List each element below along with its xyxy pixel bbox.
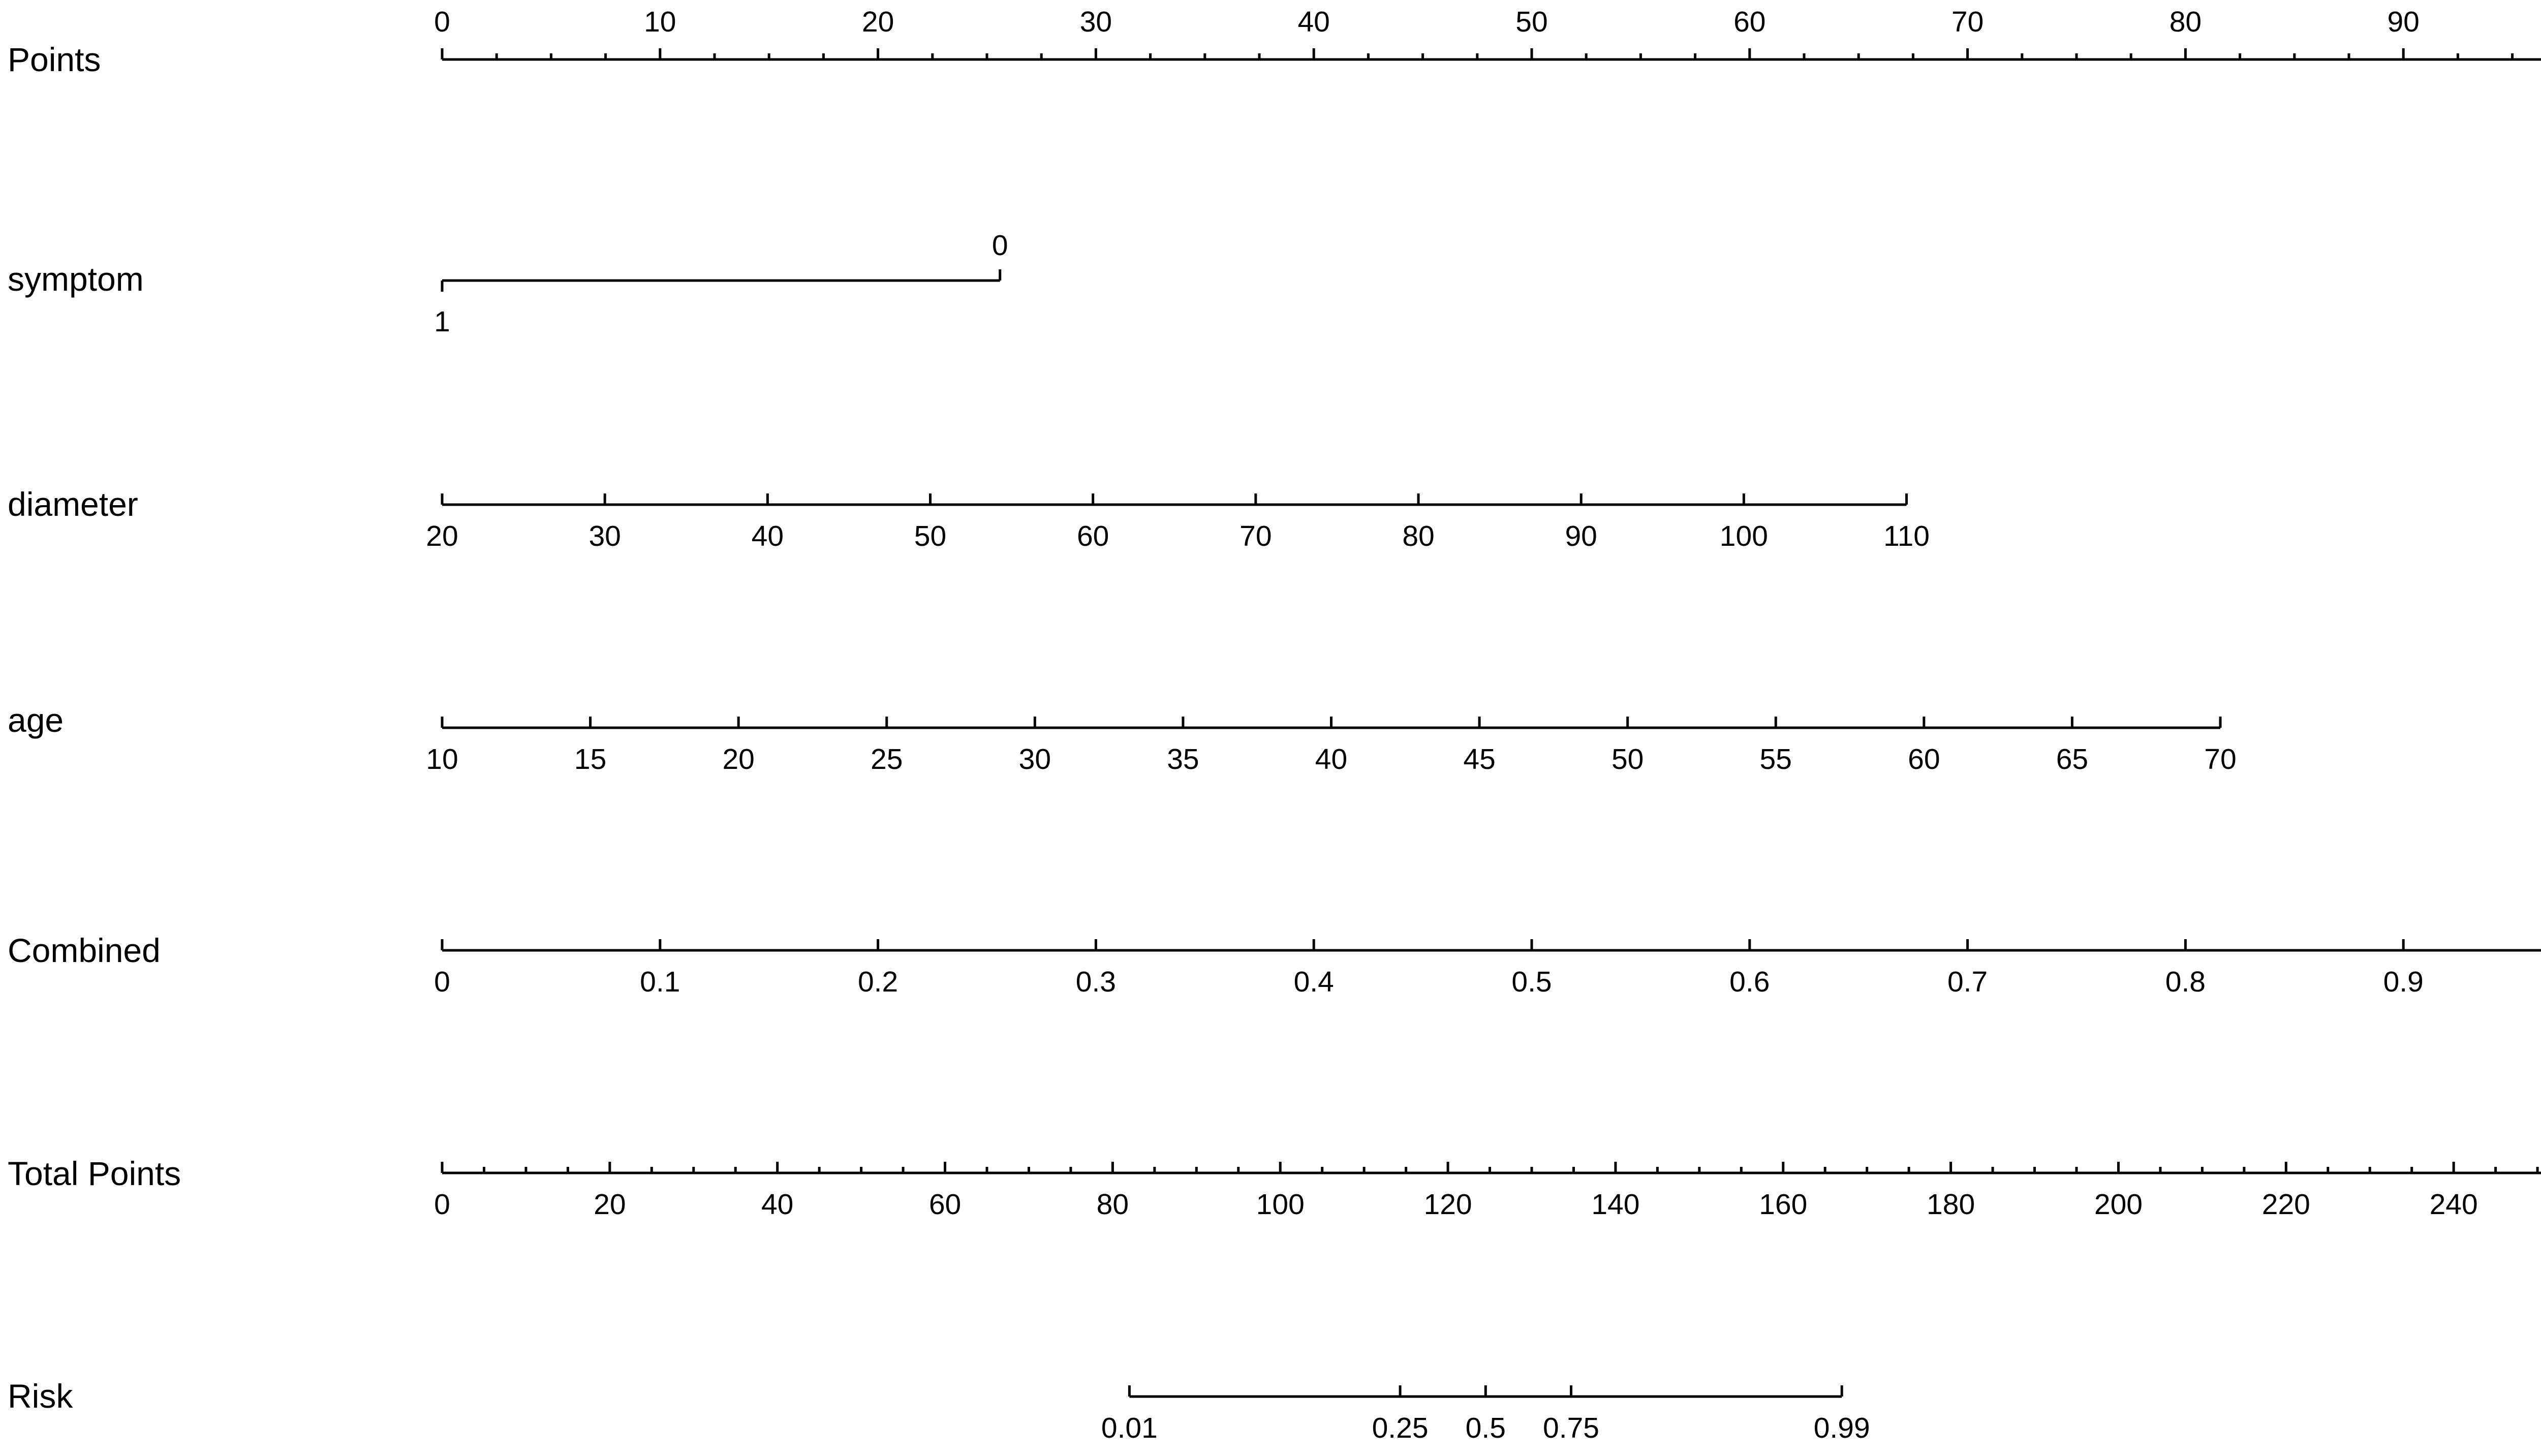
tick-label-points: 70 xyxy=(1951,6,1984,38)
tick-label-diameter: 50 xyxy=(914,520,946,552)
tick-label-total-points: 120 xyxy=(1424,1188,1472,1221)
tick-label-risk: 0.75 xyxy=(1543,1412,1599,1444)
tick-label-diameter: 30 xyxy=(588,520,621,552)
tick-label-age: 20 xyxy=(722,743,754,776)
tick-label-diameter: 70 xyxy=(1239,520,1272,552)
tick-label-combined: 0.4 xyxy=(1294,966,1334,998)
tick-label-diameter: 20 xyxy=(426,520,458,552)
tick-label-total-points: 0 xyxy=(434,1188,450,1221)
axes: 0102030405060708090100102030405060708090… xyxy=(426,6,2541,1444)
tick-label-risk: 0.5 xyxy=(1466,1412,1506,1444)
row-label-symptom: symptom xyxy=(8,260,144,298)
tick-label-diameter: 100 xyxy=(1720,520,1768,552)
category-label-symptom: 0 xyxy=(992,229,1008,262)
tick-label-points: 60 xyxy=(1733,6,1765,38)
row-label-diameter: diameter xyxy=(8,485,138,523)
row-label-age: age xyxy=(8,701,64,739)
tick-label-risk: 0.01 xyxy=(1101,1412,1158,1444)
row-label-total-points: Total Points xyxy=(8,1155,181,1192)
tick-label-combined: 0.7 xyxy=(1947,966,1988,998)
tick-label-combined: 0.3 xyxy=(1076,966,1116,998)
tick-label-risk: 0.99 xyxy=(1814,1412,1870,1444)
tick-label-diameter: 110 xyxy=(1883,520,1930,552)
axis-diameter: 20 30 40 50 60 70 80 90 100 110 xyxy=(426,493,1930,552)
tick-label-age: 35 xyxy=(1167,743,1199,776)
tick-label-points: 90 xyxy=(2387,6,2419,38)
tick-label-diameter: 90 xyxy=(1565,520,1597,552)
category-label-symptom: 1 xyxy=(434,305,450,338)
tick-label-combined: 0.8 xyxy=(2165,966,2206,998)
tick-label-age: 50 xyxy=(1612,743,1644,776)
tick-label-age: 25 xyxy=(871,743,903,776)
tick-label-combined: 0.2 xyxy=(858,966,898,998)
tick-label-age: 15 xyxy=(574,743,606,776)
tick-label-points: 0 xyxy=(434,6,450,38)
row-label-points: Points xyxy=(8,41,101,78)
tick-label-age: 60 xyxy=(1908,743,1940,776)
tick-label-combined: 0.1 xyxy=(640,966,680,998)
tick-label-points: 40 xyxy=(1297,6,1329,38)
axis-risk: 0.01 0.25 0.5 0.75 0.99 xyxy=(1101,1385,1870,1444)
axis-total-points: 020406080100120140160180200220240260 xyxy=(434,1162,2541,1221)
tick-label-total-points: 20 xyxy=(594,1188,626,1221)
tick-label-points: 80 xyxy=(2170,6,2202,38)
axis-combined: 00.10.20.30.40.50.60.70.80.91 xyxy=(434,939,2541,998)
tick-label-points: 50 xyxy=(1515,6,1547,38)
tick-label-combined: 0.6 xyxy=(1729,966,1770,998)
tick-label-total-points: 240 xyxy=(2430,1188,2478,1221)
tick-label-diameter: 80 xyxy=(1402,520,1434,552)
tick-label-age: 55 xyxy=(1760,743,1792,776)
tick-label-age: 30 xyxy=(1019,743,1051,776)
tick-label-risk: 0.25 xyxy=(1372,1412,1429,1444)
tick-label-points: 10 xyxy=(644,6,676,38)
tick-label-total-points: 40 xyxy=(761,1188,793,1221)
tick-label-combined: 0.9 xyxy=(2383,966,2424,998)
tick-label-age: 10 xyxy=(426,743,458,776)
row-labels: Points symptom diameter age Combined Tot… xyxy=(8,41,181,1415)
tick-label-total-points: 140 xyxy=(1591,1188,1639,1221)
tick-label-diameter: 60 xyxy=(1077,520,1109,552)
tick-label-age: 65 xyxy=(2056,743,2088,776)
tick-label-total-points: 200 xyxy=(2094,1188,2143,1221)
tick-label-total-points: 60 xyxy=(929,1188,961,1221)
tick-label-points: 20 xyxy=(862,6,894,38)
tick-label-age: 45 xyxy=(1463,743,1495,776)
tick-label-total-points: 80 xyxy=(1097,1188,1129,1221)
tick-label-total-points: 100 xyxy=(1256,1188,1305,1221)
tick-label-combined: 0 xyxy=(434,966,450,998)
tick-label-diameter: 40 xyxy=(752,520,784,552)
axis-symptom: 10 xyxy=(434,229,1008,338)
tick-label-age: 40 xyxy=(1315,743,1347,776)
tick-label-age: 70 xyxy=(2204,743,2236,776)
axis-age: 10 15 20 25 30 35 40 45 50 55 60 65 70 xyxy=(426,717,2237,776)
row-label-combined: Combined xyxy=(8,932,161,969)
tick-label-total-points: 180 xyxy=(1927,1188,1975,1221)
tick-label-total-points: 220 xyxy=(2262,1188,2310,1221)
row-label-risk: Risk xyxy=(8,1377,73,1415)
tick-label-points: 30 xyxy=(1080,6,1112,38)
tick-label-total-points: 160 xyxy=(1759,1188,1807,1221)
tick-label-combined: 0.5 xyxy=(1511,966,1552,998)
